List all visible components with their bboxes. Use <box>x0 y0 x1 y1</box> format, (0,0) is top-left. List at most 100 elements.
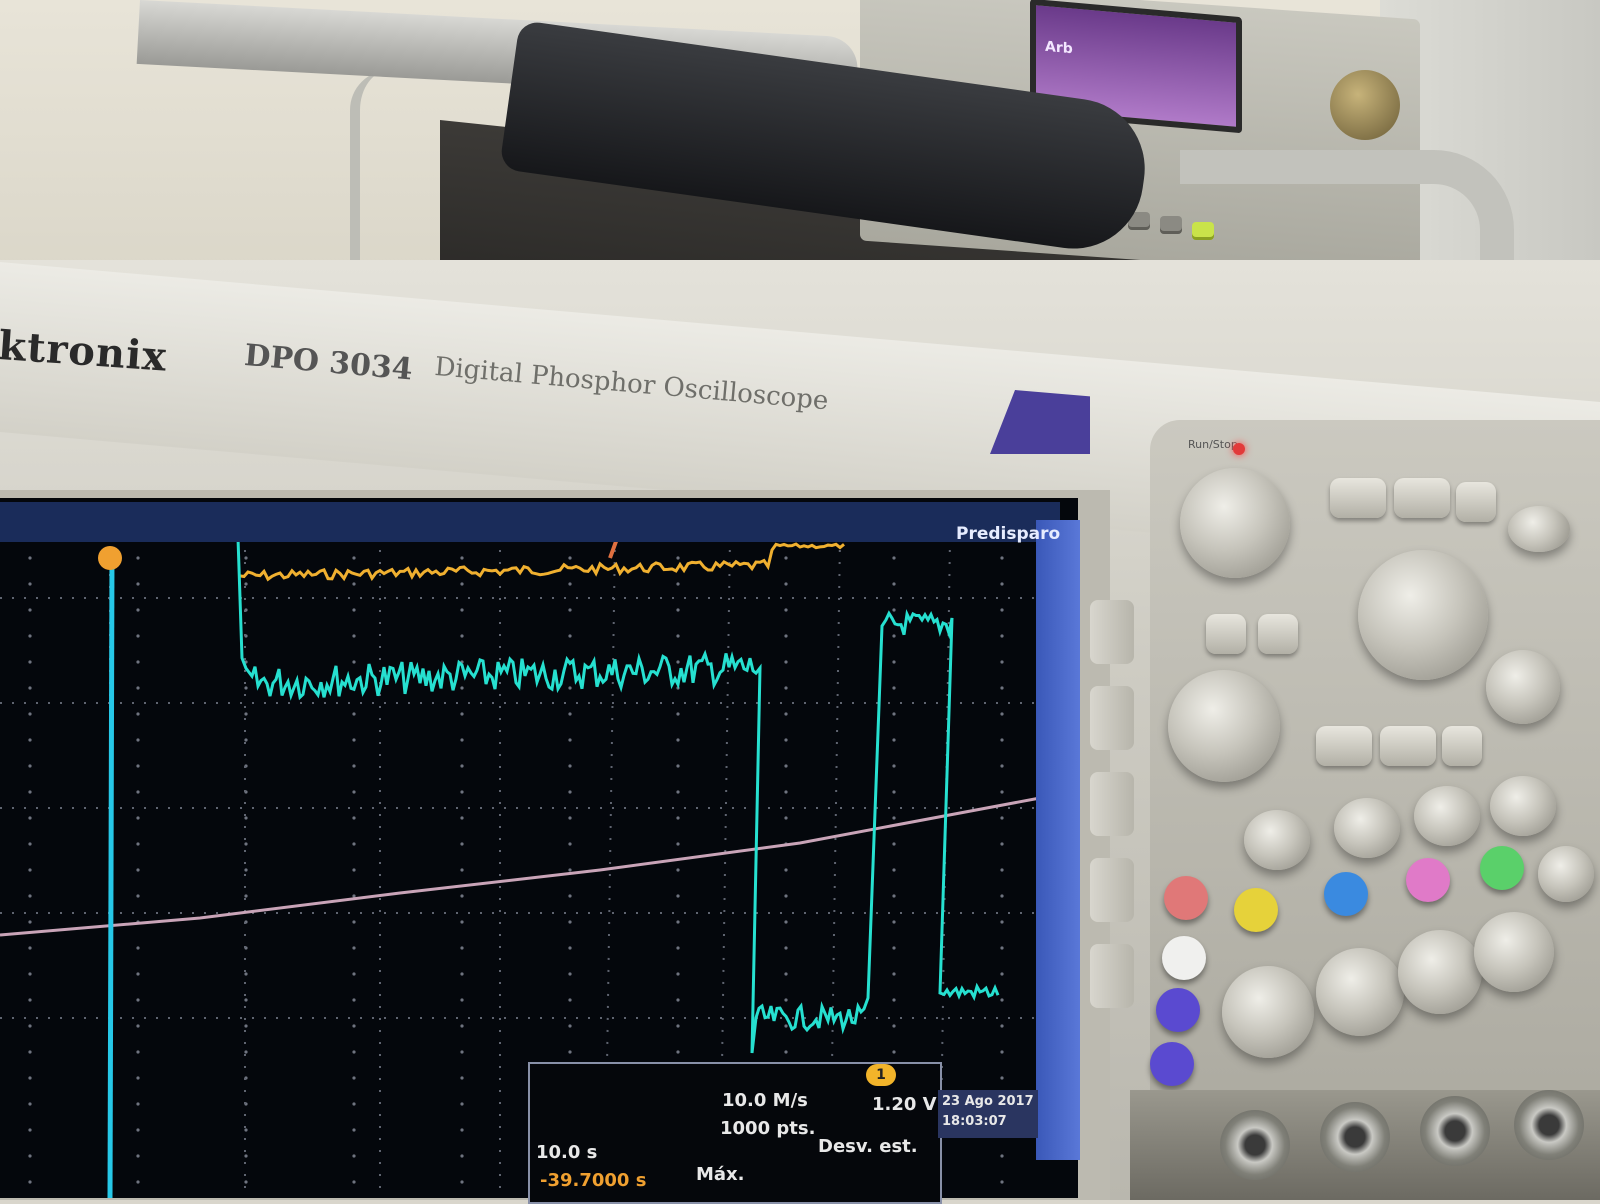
grid-dot <box>784 686 788 690</box>
grid-dot <box>28 634 32 638</box>
bus-button[interactable] <box>1150 1042 1194 1086</box>
vertical-scale-knob-4[interactable] <box>1474 912 1554 992</box>
grid-dot <box>28 764 32 768</box>
bnc-connector-4[interactable] <box>1514 1090 1584 1160</box>
grid-dot <box>676 894 680 898</box>
grid-dot <box>352 608 356 612</box>
grid-dot <box>352 1050 356 1054</box>
ch1-button[interactable] <box>1234 888 1278 932</box>
grid-dot <box>244 1180 248 1184</box>
panel-button[interactable] <box>1394 478 1450 518</box>
grid-dot <box>136 998 140 1002</box>
grid-dot <box>1000 1050 1004 1054</box>
trigger-level-knob[interactable] <box>1508 506 1570 552</box>
ch2-button[interactable] <box>1324 872 1368 916</box>
grid-dot <box>1000 972 1004 976</box>
grid-dot <box>136 1154 140 1158</box>
multipurpose-knob-b[interactable] <box>1168 670 1280 782</box>
bnc-connector-2[interactable] <box>1320 1102 1390 1172</box>
grid-dot <box>28 1102 32 1106</box>
panel-button[interactable] <box>1206 614 1246 654</box>
grid-dot <box>1000 608 1004 612</box>
grid-dot <box>460 608 464 612</box>
bezel-button-4[interactable] <box>1090 858 1134 922</box>
ch4-button[interactable] <box>1480 846 1524 890</box>
grid-dot <box>568 842 572 846</box>
grid-dot <box>676 764 680 768</box>
grid-dot <box>460 764 464 768</box>
grid-dot <box>892 946 896 950</box>
grid-dot <box>244 582 248 586</box>
grid-dot <box>460 1076 464 1080</box>
vertical-position-knob-2[interactable] <box>1334 798 1400 858</box>
grid-dot <box>244 1024 248 1028</box>
screen-side-menu <box>1036 520 1080 1160</box>
grid-dot <box>676 738 680 742</box>
grid-dot <box>676 972 680 976</box>
acquisition-status: Predisparo <box>956 524 1061 544</box>
vertical-scale-knob-1[interactable] <box>1222 966 1314 1058</box>
play-button[interactable] <box>1316 726 1372 766</box>
grid-dot <box>784 764 788 768</box>
vertical-position-knob-3[interactable] <box>1414 786 1480 846</box>
vertical-position-knob-4[interactable] <box>1490 776 1556 836</box>
grid-dot <box>892 660 896 664</box>
grid-dot <box>28 1024 32 1028</box>
grid-dot <box>892 790 896 794</box>
grid-dot <box>244 712 248 716</box>
stop-button[interactable] <box>1380 726 1436 766</box>
bezel-button-1[interactable] <box>1090 600 1134 664</box>
panel-button[interactable] <box>1456 482 1496 522</box>
generator-button[interactable] <box>1128 212 1150 230</box>
bnc-connector-1[interactable] <box>1220 1110 1290 1180</box>
multipurpose-knob-a[interactable] <box>1180 468 1290 578</box>
grid-dot <box>352 1128 356 1132</box>
bezel-button-2[interactable] <box>1090 686 1134 750</box>
vertical-scale-knob-2[interactable] <box>1316 948 1404 1036</box>
grid-dot <box>892 556 896 560</box>
grid-dot <box>460 816 464 820</box>
grid-dot <box>568 790 572 794</box>
grid-dot <box>1000 946 1004 950</box>
next-button[interactable] <box>1442 726 1482 766</box>
grid-dot <box>784 972 788 976</box>
grid-dot <box>460 1050 464 1054</box>
zoom-knob[interactable] <box>1486 650 1560 724</box>
screen-header-strip <box>0 502 1060 542</box>
grid-dot <box>352 712 356 716</box>
panel-button[interactable] <box>1258 614 1298 654</box>
vertical-scale-knob-3[interactable] <box>1398 930 1482 1014</box>
trigger-line <box>107 553 115 1198</box>
grid-dot <box>136 686 140 690</box>
wave-inspector-knob[interactable] <box>1358 550 1488 680</box>
grid-dot <box>28 972 32 976</box>
ch-button-red[interactable] <box>1164 876 1208 920</box>
grid-dot <box>784 712 788 716</box>
grid-dot <box>1000 790 1004 794</box>
grid-dot <box>892 764 896 768</box>
panel-button[interactable] <box>1330 478 1386 518</box>
grid-dot <box>1000 1024 1004 1028</box>
grid-dot <box>28 842 32 846</box>
grid-dot <box>136 712 140 716</box>
bezel-button-5[interactable] <box>1090 944 1134 1008</box>
grid-dot <box>676 1024 680 1028</box>
grid-dot <box>568 608 572 612</box>
generator-knob[interactable] <box>1330 70 1400 140</box>
grid-dot <box>892 686 896 690</box>
ch3-button[interactable] <box>1406 858 1450 902</box>
bnc-connector-3[interactable] <box>1420 1096 1490 1166</box>
bezel-button-3[interactable] <box>1090 772 1134 836</box>
horizontal-knob[interactable] <box>1538 846 1594 902</box>
grid-dot <box>352 972 356 976</box>
grid-dot <box>568 582 572 586</box>
generator-button[interactable] <box>1160 216 1182 234</box>
grid-dot <box>136 1076 140 1080</box>
vertical-position-knob-1[interactable] <box>1244 810 1310 870</box>
grid-dot <box>136 1024 140 1028</box>
grid-dot <box>676 790 680 794</box>
ref-button[interactable] <box>1156 988 1200 1032</box>
grid-dot <box>136 1128 140 1132</box>
math-button[interactable] <box>1162 936 1206 980</box>
readout-panel <box>528 1062 942 1204</box>
